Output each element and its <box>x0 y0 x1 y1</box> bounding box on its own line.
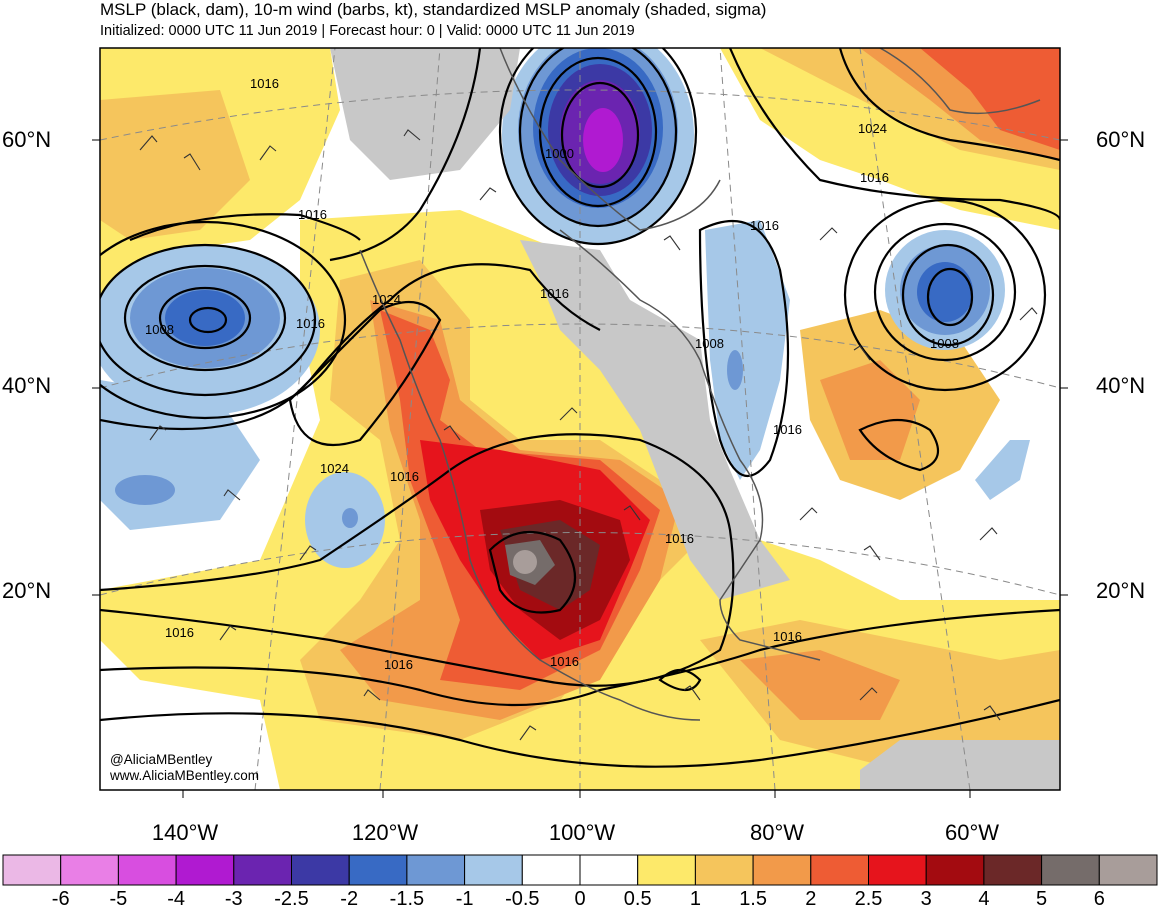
isobar-label: 1016 <box>773 422 802 437</box>
colorbar-swatch <box>1098 854 1158 886</box>
colorbar-swatch <box>579 854 639 886</box>
positive-anomaly-shading <box>100 48 1060 790</box>
isobar-label: 1008 <box>695 336 724 351</box>
isobar-label: 1016 <box>550 654 579 669</box>
axis-ticks <box>92 139 1068 798</box>
lat-label-20-right: 20°N <box>1096 578 1146 603</box>
colorbar-swatch <box>117 854 177 886</box>
colorbar-tick-label: -4 <box>167 888 185 910</box>
credit-twitter: @AliciaMBentley <box>110 752 213 767</box>
colorbar-tick-label: 1.5 <box>739 888 767 910</box>
isobar-labels: 1016 1000 1024 1016 1016 1016 1024 1008 … <box>145 76 959 672</box>
isobar-label: 1016 <box>250 76 279 91</box>
colorbar-tick-label: 3 <box>920 888 932 910</box>
isobar-label: 1016 <box>384 657 413 672</box>
negative-anomaly-shading <box>100 48 1030 568</box>
colorbar-swatch <box>637 854 696 886</box>
lon-label-120w: 120°W <box>351 820 419 845</box>
isobar-label: 1000 <box>545 146 574 161</box>
lon-label-80w: 80°W <box>749 820 805 845</box>
colorbar-tick-label: -2 <box>340 888 359 910</box>
wind-barbs <box>139 129 1038 741</box>
lon-label-140w: 140°W <box>151 820 219 845</box>
lon-label-60w: 60°W <box>944 820 1000 845</box>
colorbar-tick-label: -6 <box>51 888 70 910</box>
colorbar-swatch <box>2 854 62 886</box>
lat-label-40-left: 40°N <box>2 373 52 398</box>
colorbar-swatch <box>694 854 754 886</box>
isobar-label: 1016 <box>390 469 419 484</box>
colorbar-tick-label: 0 <box>574 888 586 910</box>
isobar-label: 1016 <box>860 170 889 185</box>
colorbar-tick-label: -2.5 <box>274 888 309 910</box>
colorbar-tick-label: -0.5 <box>505 888 540 910</box>
colorbar-swatch <box>521 854 581 886</box>
colorbar-swatch <box>348 854 408 886</box>
colorbar-tick-label: -3 <box>224 888 243 910</box>
colorbar-tick-label: -5 <box>109 888 128 910</box>
colorbar-swatch <box>868 854 927 886</box>
isobar-label: 1016 <box>540 286 569 301</box>
colorbar <box>2 854 1158 886</box>
colorbar-swatch <box>60 854 119 886</box>
colorbar-tick-label: 2.5 <box>854 888 883 910</box>
credit-website: www.AliciaMBentley.com <box>110 768 260 783</box>
isobar-label: 1024 <box>372 292 401 307</box>
colorbar-swatch <box>233 854 293 886</box>
isobar-label: 1016 <box>298 207 327 222</box>
isobars <box>100 48 1060 768</box>
isobar-label: 1016 <box>296 316 325 331</box>
lat-label-20-left: 20°N <box>2 578 52 603</box>
map-title: MSLP (black, dam), 10-m wind (barbs, kt)… <box>100 0 767 19</box>
colorbar-tick-label: 2 <box>805 888 817 910</box>
colorbar-tick-label: 5 <box>1036 888 1048 910</box>
lat-label-60-left: 60°N <box>2 127 52 152</box>
colorbar-tick-label: 0.5 <box>623 888 652 910</box>
land-mask <box>330 48 1060 790</box>
colorbar-swatch <box>925 854 985 886</box>
colorbar-tick-label: 6 <box>1093 888 1105 910</box>
colorbar-swatch <box>752 854 812 886</box>
lat-label-60-right: 60°N <box>1096 127 1146 152</box>
colorbar-tick-label: -1 <box>455 888 474 910</box>
colorbar-tick-label: 4 <box>978 888 990 910</box>
colorbar-swatch <box>464 854 523 886</box>
map-subtitle: Initialized: 0000 UTC 11 Jun 2019 | Fore… <box>100 23 635 39</box>
isobar-label: 1008 <box>145 322 174 337</box>
colorbar-swatch <box>291 854 350 886</box>
lon-label-100w: 100°W <box>548 820 616 845</box>
colorbar-swatch <box>175 854 235 886</box>
colorbar-swatch <box>810 854 869 886</box>
lat-label-40-right: 40°N <box>1096 373 1146 398</box>
isobar-label: 1008 <box>930 336 959 351</box>
isobar-label: 1016 <box>750 218 779 233</box>
colorbar-swatch <box>983 854 1043 886</box>
colorbar-tick-label: 1 <box>689 888 701 910</box>
isobar-label: 1016 <box>665 531 694 546</box>
coastlines <box>359 48 1041 721</box>
isobar-label: 1016 <box>165 625 194 640</box>
isobar-label: 1016 <box>773 629 802 644</box>
isobar-label: 1024 <box>858 121 887 136</box>
colorbar-swatch <box>406 854 466 886</box>
colorbar-swatch <box>1041 854 1100 886</box>
isobar-label: 1024 <box>320 461 349 476</box>
colorbar-tick-label: -1.5 <box>389 888 425 910</box>
